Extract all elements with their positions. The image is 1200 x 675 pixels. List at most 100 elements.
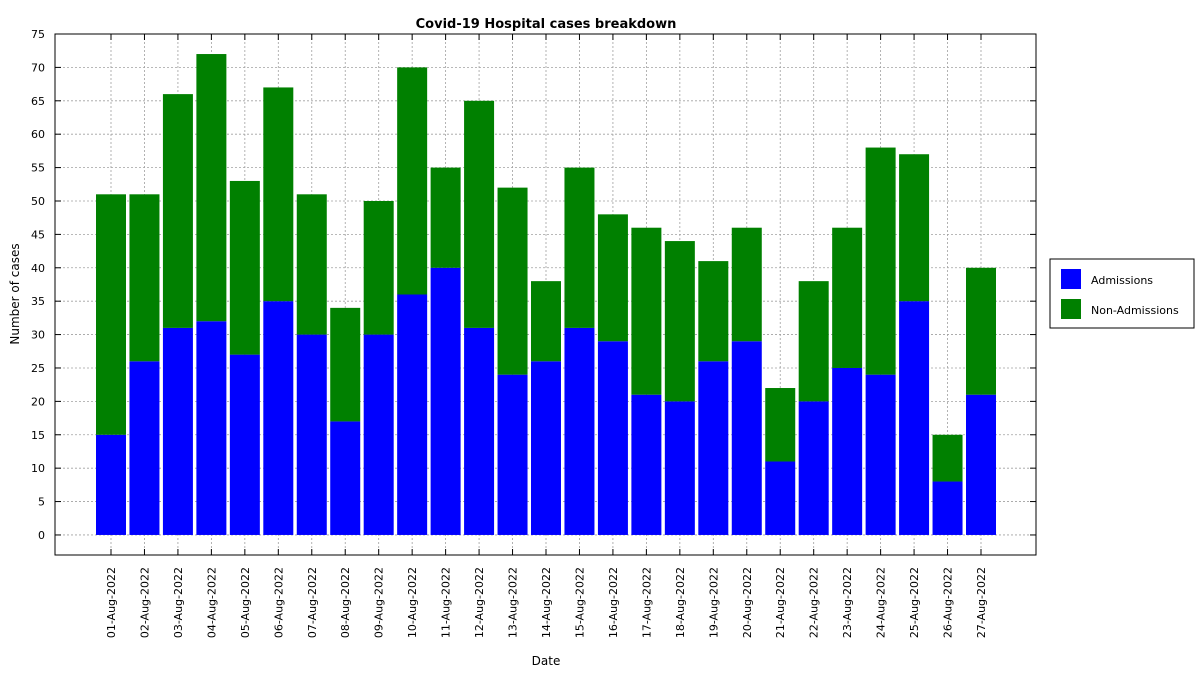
- bar-non-admissions-20-aug-2022: [731, 227, 762, 342]
- y-tick-label: 25: [31, 362, 45, 375]
- x-tick-label: 14-Aug-2022: [540, 567, 553, 638]
- chart-title: Covid-19 Hospital cases breakdown: [416, 17, 677, 32]
- x-tick-label: 25-Aug-2022: [908, 567, 921, 638]
- x-tick-label: 05-Aug-2022: [239, 567, 252, 638]
- bar-admissions-05-aug-2022: [229, 354, 260, 535]
- y-tick-label: 20: [31, 395, 45, 408]
- bar-admissions-14-aug-2022: [531, 361, 561, 535]
- x-tick-label: 26-Aug-2022: [942, 567, 955, 638]
- bar-admissions-10-aug-2022: [397, 294, 428, 535]
- bar-non-admissions-14-aug-2022: [531, 281, 561, 362]
- bars: [96, 54, 996, 535]
- bar-non-admissions-26-aug-2022: [932, 434, 963, 482]
- bar-admissions-02-aug-2022: [129, 361, 160, 535]
- x-tick-label: 02-Aug-2022: [138, 567, 151, 638]
- bar-admissions-17-aug-2022: [631, 394, 662, 535]
- x-tick-label: 21-Aug-2022: [774, 567, 787, 638]
- legend-swatch-non-admissions: [1061, 299, 1081, 319]
- bar-non-admissions-19-aug-2022: [698, 261, 729, 362]
- bar-admissions-06-aug-2022: [263, 301, 294, 535]
- bar-admissions-13-aug-2022: [497, 374, 528, 535]
- bar-admissions-18-aug-2022: [664, 401, 695, 535]
- x-tick-label: 27-Aug-2022: [975, 567, 988, 638]
- x-tick-label: 09-Aug-2022: [373, 567, 386, 638]
- bar-non-admissions-08-aug-2022: [330, 307, 361, 422]
- x-tick-label: 11-Aug-2022: [440, 567, 453, 638]
- x-tick-label: 12-Aug-2022: [473, 567, 486, 638]
- x-tick-label: 22-Aug-2022: [808, 567, 821, 638]
- x-tick-label: 19-Aug-2022: [707, 567, 720, 638]
- bar-non-admissions-15-aug-2022: [564, 167, 595, 328]
- y-tick-label: 45: [31, 228, 45, 241]
- bar-non-admissions-05-aug-2022: [229, 180, 260, 355]
- bar-admissions-08-aug-2022: [330, 421, 361, 535]
- bar-non-admissions-10-aug-2022: [397, 67, 428, 295]
- bar-admissions-12-aug-2022: [464, 327, 495, 535]
- y-tick-label: 55: [31, 162, 45, 175]
- bar-non-admissions-12-aug-2022: [464, 100, 495, 328]
- legend-label-non-admissions: Non-Admissions: [1091, 304, 1179, 317]
- legend-swatch-admissions: [1061, 269, 1081, 289]
- bar-non-admissions-27-aug-2022: [966, 267, 996, 395]
- x-tick-label: 04-Aug-2022: [205, 567, 218, 638]
- x-tick-label: 07-Aug-2022: [306, 567, 319, 638]
- x-tick-label: 17-Aug-2022: [640, 567, 653, 638]
- y-tick-labels: 0 5 10 15 20 25 30 35 40 45 50 55 60 65 70 75: [31, 28, 45, 542]
- ticks: [55, 33, 1036, 555]
- x-tick-label: 15-Aug-2022: [573, 567, 586, 638]
- y-tick-label: 40: [31, 262, 45, 275]
- bar-admissions-01-aug-2022: [96, 434, 126, 535]
- bar-non-admissions-17-aug-2022: [631, 227, 662, 395]
- bar-admissions-09-aug-2022: [363, 334, 394, 535]
- y-tick-label: 5: [38, 496, 45, 509]
- bar-non-admissions-24-aug-2022: [865, 147, 896, 375]
- bar-admissions-23-aug-2022: [832, 367, 863, 535]
- bar-non-admissions-11-aug-2022: [430, 167, 461, 268]
- bar-non-admissions-07-aug-2022: [296, 194, 327, 335]
- x-tick-labels: 01-Aug-2022 02-Aug-2022 03-Aug-2022 04-Aug-…: [105, 567, 988, 638]
- x-tick-label: 20-Aug-2022: [741, 567, 754, 638]
- bar-non-admissions-01-aug-2022: [96, 194, 126, 435]
- x-tick-label: 03-Aug-2022: [172, 567, 185, 638]
- bar-admissions-21-aug-2022: [765, 461, 796, 535]
- x-tick-label: 08-Aug-2022: [339, 567, 352, 638]
- y-tick-label: 70: [31, 61, 45, 74]
- bar-admissions-19-aug-2022: [698, 361, 729, 535]
- y-tick-label: 65: [31, 95, 45, 108]
- bar-non-admissions-06-aug-2022: [263, 87, 294, 302]
- x-axis-title: Date: [532, 654, 561, 668]
- y-axis-title: Number of cases: [8, 243, 22, 344]
- bar-admissions-03-aug-2022: [162, 327, 193, 535]
- legend-label-admissions: Admissions: [1091, 274, 1153, 287]
- bar-admissions-25-aug-2022: [899, 301, 930, 535]
- bar-admissions-27-aug-2022: [966, 394, 996, 535]
- bar-non-admissions-22-aug-2022: [798, 281, 829, 402]
- bar-non-admissions-03-aug-2022: [162, 94, 193, 328]
- x-tick-label: 24-Aug-2022: [875, 567, 888, 638]
- bar-non-admissions-21-aug-2022: [765, 388, 796, 462]
- y-tick-label: 75: [31, 28, 45, 41]
- bar-admissions-04-aug-2022: [196, 321, 227, 535]
- bar-admissions-24-aug-2022: [865, 374, 896, 535]
- bar-non-admissions-16-aug-2022: [597, 214, 628, 342]
- bar-admissions-26-aug-2022: [932, 481, 963, 535]
- bar-non-admissions-23-aug-2022: [832, 227, 863, 368]
- bar-non-admissions-02-aug-2022: [129, 194, 160, 362]
- y-tick-label: 35: [31, 295, 45, 308]
- bar-admissions-11-aug-2022: [430, 267, 461, 535]
- bar-admissions-16-aug-2022: [597, 341, 628, 535]
- y-tick-label: 10: [31, 462, 45, 475]
- legend: Admissions Non-Admissions: [1049, 258, 1195, 329]
- bar-admissions-20-aug-2022: [731, 341, 762, 535]
- y-tick-label: 60: [31, 128, 45, 141]
- bar-non-admissions-13-aug-2022: [497, 187, 528, 375]
- x-tick-label: 16-Aug-2022: [607, 567, 620, 638]
- y-tick-label: 0: [38, 529, 45, 542]
- bar-non-admissions-25-aug-2022: [899, 154, 930, 302]
- bar-admissions-22-aug-2022: [798, 401, 829, 535]
- x-tick-label: 01-Aug-2022: [105, 567, 118, 638]
- bar-non-admissions-09-aug-2022: [363, 200, 394, 335]
- x-tick-label: 18-Aug-2022: [674, 567, 687, 638]
- bar-non-admissions-18-aug-2022: [664, 241, 695, 402]
